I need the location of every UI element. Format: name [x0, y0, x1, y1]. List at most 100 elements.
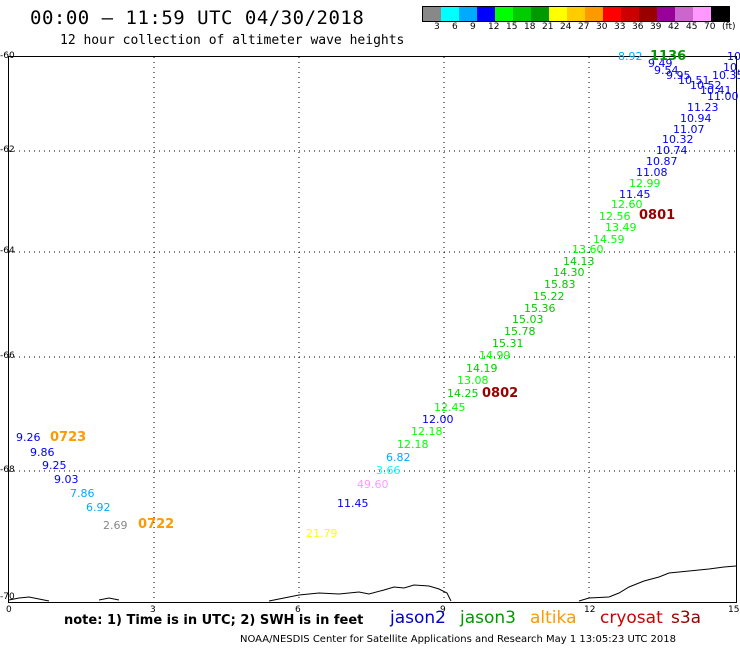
wave-height-label: 14.13 [563, 255, 595, 268]
wave-height-label: 10.74 [656, 144, 688, 157]
legend-label: 42 [668, 22, 680, 32]
legend-swatch [693, 7, 711, 21]
legend-label: 33 [614, 22, 626, 32]
wave-height-label: 12.45 [434, 401, 466, 414]
wave-height-label: 14.59 [593, 233, 625, 246]
legend-label: 24 [560, 22, 572, 32]
wave-height-label: 11.23 [687, 101, 719, 114]
wave-height-label: 11.00 [707, 90, 739, 103]
wave-height-label: 6.82 [386, 451, 411, 464]
wave-height-label: 10.87 [646, 155, 678, 168]
wave-height-label: 12.60 [611, 198, 643, 211]
pass-time-label: 0801 [639, 208, 676, 223]
legend-swatch [423, 7, 441, 21]
wave-height-label: 11.45 [619, 188, 651, 201]
map-plot-area [8, 56, 737, 603]
legend-label: 21 [542, 22, 554, 32]
wave-height-label: 12.18 [411, 425, 443, 438]
y-tick-label: -70 [0, 592, 15, 602]
legend-label: 9 [470, 22, 476, 32]
legend-swatch [531, 7, 549, 21]
legend-label: 70 [704, 22, 716, 32]
legend-swatch [585, 7, 603, 21]
pass-time-label: 0802 [482, 386, 519, 401]
wave-height-label: 3.66 [376, 464, 401, 477]
x-tick-label: 12 [584, 605, 596, 615]
y-tick-label: -60 [0, 51, 15, 61]
wave-height-label: 12.56 [599, 210, 631, 223]
wave-height-label: 9.54 [654, 64, 679, 77]
wave-height-label: 13.08 [457, 374, 489, 387]
legend-label: 12 [488, 22, 500, 32]
satellite-name: jason3 [460, 608, 516, 628]
wave-height-label: 13.60 [572, 243, 604, 256]
legend-label: 30 [596, 22, 608, 32]
wave-height-label: 15.03 [512, 313, 544, 326]
coastline [9, 565, 736, 602]
wave-height-label: 11.45 [337, 497, 369, 510]
legend-swatch [603, 7, 621, 21]
color-legend [422, 6, 730, 22]
legend-label: 27 [578, 22, 590, 32]
wave-height-label: 11.08 [636, 166, 668, 179]
legend-swatch [513, 7, 531, 21]
legend-swatch [657, 7, 675, 21]
wave-height-label: 9.49 [648, 57, 673, 70]
wave-height-label: 8.92 [618, 50, 643, 63]
wave-height-label: 11.07 [673, 123, 705, 136]
y-tick-label: -66 [0, 351, 15, 361]
legend-swatch [675, 7, 693, 21]
wave-height-label: 12.18 [397, 438, 429, 451]
wave-height-label: 15.22 [533, 290, 565, 303]
wave-height-label: 15.31 [492, 337, 524, 350]
legend-label: 18 [524, 22, 536, 32]
legend-label: (ft) [722, 22, 736, 32]
wave-height-label: 9.03 [54, 473, 79, 486]
footer-note: note: 1) Time is in UTC; 2) SWH is in fe… [64, 613, 364, 628]
wave-height-label: 13.49 [605, 221, 637, 234]
graticule [9, 57, 736, 602]
pass-time-label: 1136 [650, 49, 687, 64]
legend-label: 3 [434, 22, 440, 32]
wave-height-label: 12.00 [422, 413, 454, 426]
legend-label: 6 [452, 22, 458, 32]
satellite-name: altika [530, 608, 577, 628]
legend-swatch [477, 7, 495, 21]
legend-label: 45 [686, 22, 698, 32]
legend-label: 39 [650, 22, 662, 32]
wave-height-label: 21.79 [306, 527, 338, 540]
x-tick-label: 6 [295, 605, 301, 615]
x-tick-label: 0 [6, 605, 12, 615]
wave-height-label: 10.32 [662, 133, 694, 146]
wave-height-label: 9.95 [666, 69, 691, 82]
wave-height-label: 15.83 [544, 278, 576, 291]
y-tick-label: -64 [0, 246, 15, 256]
wave-height-label: 15.78 [504, 325, 536, 338]
satellite-name: s3a [671, 608, 702, 628]
wave-height-label: 9.86 [30, 446, 55, 459]
pass-time-label: 0722 [138, 517, 175, 532]
wave-height-label: 7.86 [70, 487, 95, 500]
wave-height-label: 14.30 [553, 266, 585, 279]
wave-height-label: 6.92 [86, 501, 111, 514]
wave-height-label: 14.99 [479, 349, 511, 362]
satellite-name: jason2 [390, 608, 446, 628]
legend-swatch [495, 7, 513, 21]
y-tick-label: -62 [0, 145, 15, 155]
map-canvas [9, 57, 736, 602]
legend-label: 15 [506, 22, 518, 32]
wave-height-label: 10.35 [712, 69, 740, 82]
y-tick-label: -68 [0, 465, 15, 475]
wave-height-label: 15.36 [524, 302, 556, 315]
legend-swatch [711, 7, 729, 21]
pass-time-label: 0723 [50, 430, 87, 445]
wave-height-label: 9.25 [42, 459, 67, 472]
wave-height-label: 9.26 [16, 431, 41, 444]
x-tick-label: 9 [440, 605, 446, 615]
x-tick-label: 15 [728, 605, 740, 615]
wave-height-label: 14.25 [447, 387, 479, 400]
map-subtitle: 12 hour collection of altimeter wave hei… [60, 33, 405, 48]
legend-swatch [441, 7, 459, 21]
wave-height-label: 49.60 [357, 478, 389, 491]
wave-height-label: 10.52 [690, 79, 722, 92]
